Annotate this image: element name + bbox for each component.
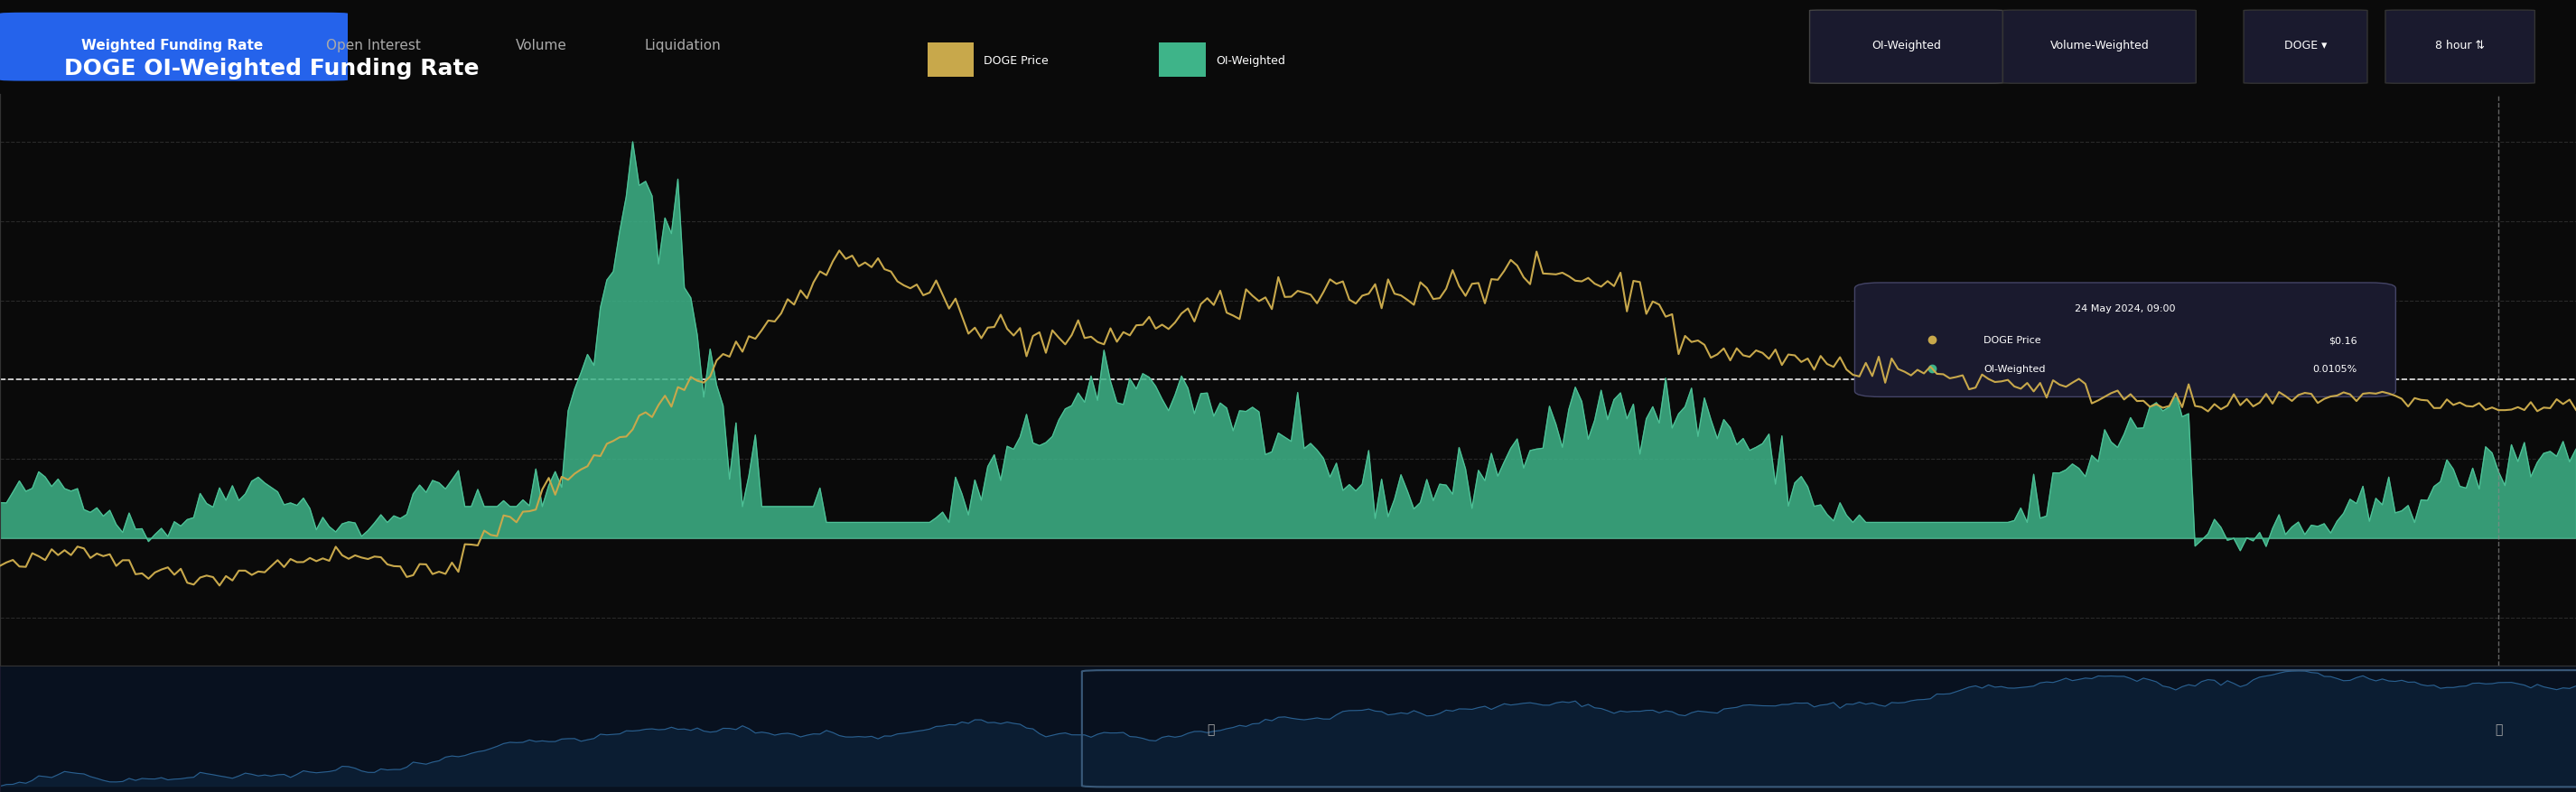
FancyBboxPatch shape <box>2004 11 2195 84</box>
Text: Weighted Funding Rate: Weighted Funding Rate <box>82 39 263 52</box>
Text: OI-Weighted: OI-Weighted <box>1216 55 1285 67</box>
Bar <box>927 44 974 78</box>
FancyBboxPatch shape <box>0 13 348 82</box>
Text: Volume-Weighted: Volume-Weighted <box>2050 40 2148 51</box>
Text: DOGE ▾: DOGE ▾ <box>2285 40 2326 51</box>
Text: OI-Weighted: OI-Weighted <box>1984 364 2045 373</box>
FancyBboxPatch shape <box>2385 11 2535 84</box>
Text: Open Interest: Open Interest <box>327 39 420 52</box>
Text: $0.16: $0.16 <box>2329 336 2357 345</box>
Text: Volume: Volume <box>515 39 567 52</box>
Bar <box>1159 44 1206 78</box>
Text: 0.0105%: 0.0105% <box>2313 364 2357 373</box>
Text: ⏸: ⏸ <box>2496 722 2501 735</box>
FancyBboxPatch shape <box>1808 11 2004 84</box>
Text: ⏸: ⏸ <box>1208 722 1213 735</box>
Text: DOGE Price: DOGE Price <box>984 55 1048 67</box>
Text: OI-Weighted: OI-Weighted <box>1873 40 1940 51</box>
Text: DOGE Price: DOGE Price <box>1984 336 2040 345</box>
Text: Liquidation: Liquidation <box>644 39 721 52</box>
Text: 24 May 2024, 09:00: 24 May 2024, 09:00 <box>2074 304 2177 314</box>
FancyBboxPatch shape <box>2244 11 2367 84</box>
Text: DOGE OI-Weighted Funding Rate: DOGE OI-Weighted Funding Rate <box>64 58 479 80</box>
Text: 8 hour ⇅: 8 hour ⇅ <box>2434 40 2486 51</box>
FancyBboxPatch shape <box>1855 284 2396 398</box>
